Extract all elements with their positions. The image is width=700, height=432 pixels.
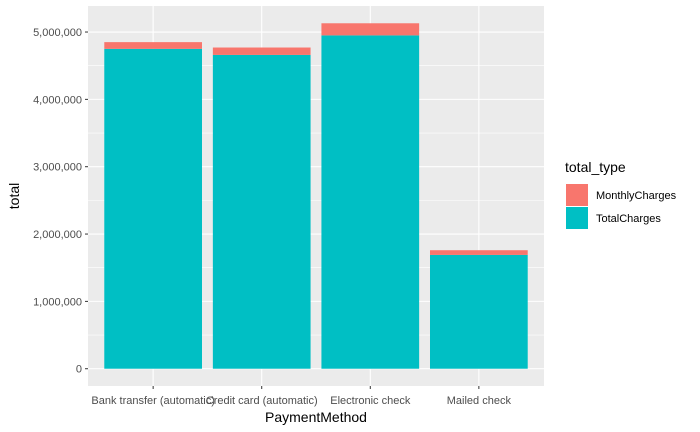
x-tick-label: Credit card (automatic) bbox=[206, 395, 318, 407]
legend-label: MonthlyCharges bbox=[596, 190, 677, 202]
y-axis: 0 1,000,000 2,000,000 3,000,000 4,000,000 5,0… bbox=[33, 27, 88, 376]
y-tick-label: 1,000,000 bbox=[33, 296, 82, 308]
y-tick-label: 4,000,000 bbox=[33, 94, 82, 106]
x-tick-label: Mailed check bbox=[447, 395, 512, 407]
bar-totalcharges bbox=[430, 254, 528, 369]
bar-monthlycharges bbox=[430, 250, 528, 255]
bar-totalcharges bbox=[104, 48, 202, 369]
bar-totalcharges bbox=[321, 35, 420, 369]
y-tick-label: 3,000,000 bbox=[33, 162, 82, 174]
y-tick-label: 2,000,000 bbox=[33, 229, 82, 241]
bar-monthlycharges bbox=[212, 47, 311, 55]
bar-totalcharges bbox=[212, 54, 311, 369]
x-axis: Bank transfer (automatic)Credit card (au… bbox=[91, 386, 511, 407]
bars bbox=[104, 23, 528, 369]
y-tick-label: 5,000,000 bbox=[33, 27, 82, 39]
bar-monthlycharges bbox=[104, 42, 202, 49]
bar-monthlycharges bbox=[321, 23, 420, 36]
x-tick-label: Bank transfer (automatic) bbox=[91, 395, 215, 407]
y-axis-title: total bbox=[6, 183, 22, 209]
legend-key-monthlycharges bbox=[566, 184, 588, 206]
legend-title: total_type bbox=[565, 159, 626, 175]
legend-key-totalcharges bbox=[566, 207, 588, 229]
legend-label: TotalCharges bbox=[596, 213, 661, 225]
x-tick-label: Electronic check bbox=[330, 395, 411, 407]
x-axis-title: PaymentMethod bbox=[265, 409, 367, 425]
legend: total_type MonthlyCharges TotalCharges bbox=[565, 159, 677, 229]
legend-items: MonthlyCharges TotalCharges bbox=[566, 184, 677, 229]
y-tick-label: 0 bbox=[76, 364, 82, 376]
